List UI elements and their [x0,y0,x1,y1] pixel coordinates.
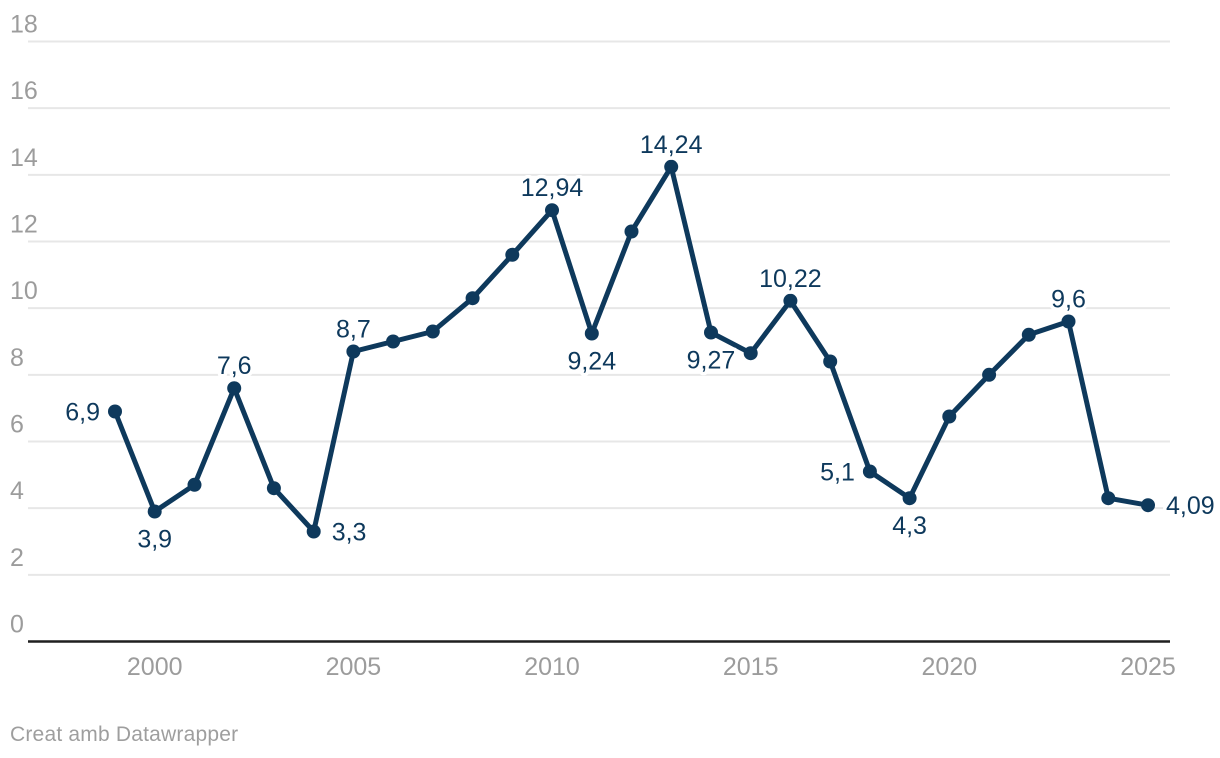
point-label: 7,6 [217,352,252,380]
point-label: 6,9 [65,399,100,427]
x-tick-label: 2000 [127,653,183,681]
data-point[interactable] [862,464,877,479]
attribution-link[interactable]: Creat amb Datawrapper [10,723,239,746]
data-point[interactable] [425,324,440,339]
y-tick-label: 12 [10,211,38,239]
y-tick-label: 14 [10,144,38,172]
data-point[interactable] [465,291,480,306]
data-point[interactable] [1101,491,1116,506]
data-point[interactable] [505,247,520,262]
point-label: 3,3 [332,519,367,547]
y-tick-label: 8 [10,344,24,372]
x-tick-label: 2005 [326,653,382,681]
y-tick-label: 6 [10,411,24,439]
data-point[interactable] [545,203,559,218]
point-label: 9,27 [687,347,736,375]
point-label: 10,22 [759,265,822,293]
data-point[interactable] [187,477,202,492]
x-tick-label: 2025 [1120,653,1176,681]
y-tick-label: 2 [10,544,24,572]
y-tick-label: 18 [10,11,38,39]
data-point[interactable] [346,344,361,359]
data-point[interactable] [902,491,917,506]
data-point[interactable] [823,354,838,369]
data-point[interactable] [624,224,639,239]
line-chart: 0 2 4 6 8 10 12 14 16 18 2000 2005 2010 2015 2020 2025 6… [10,10,1215,681]
y-tick-label: 16 [10,77,38,105]
data-point[interactable] [942,409,957,424]
data-point[interactable] [584,326,599,341]
data-point[interactable] [108,404,122,419]
data-point[interactable] [664,159,679,174]
point-label: 4,09 [1166,492,1215,520]
data-point[interactable] [1141,498,1155,513]
data-point[interactable] [704,325,718,340]
point-label: 12,94 [521,174,584,202]
point-label: 8,7 [336,316,371,344]
point-label: 14,24 [640,131,703,159]
data-point[interactable] [1061,314,1076,329]
y-tick-label: 0 [10,611,24,639]
attribution: Creat amb Datawrapper [10,723,238,747]
x-tick-label: 2020 [922,653,978,681]
y-tick-label: 4 [10,477,24,505]
data-point[interactable] [982,367,997,382]
data-point[interactable] [743,346,758,361]
y-tick-label: 10 [10,277,38,305]
point-label: 9,6 [1051,286,1086,314]
data-point[interactable] [386,334,401,349]
data-point[interactable] [227,381,242,396]
data-point[interactable] [266,481,281,496]
data-point[interactable] [306,524,321,539]
point-label: 4,3 [892,512,927,540]
data-point[interactable] [147,504,162,519]
point-label: 3,9 [137,526,172,554]
x-tick-label: 2010 [524,653,580,681]
point-label: 5,1 [820,459,855,487]
data-point[interactable] [1021,327,1036,342]
chart-line [112,164,1151,534]
data-point[interactable] [783,293,798,308]
x-tick-label: 2015 [723,653,779,681]
point-label: 9,24 [567,348,616,376]
